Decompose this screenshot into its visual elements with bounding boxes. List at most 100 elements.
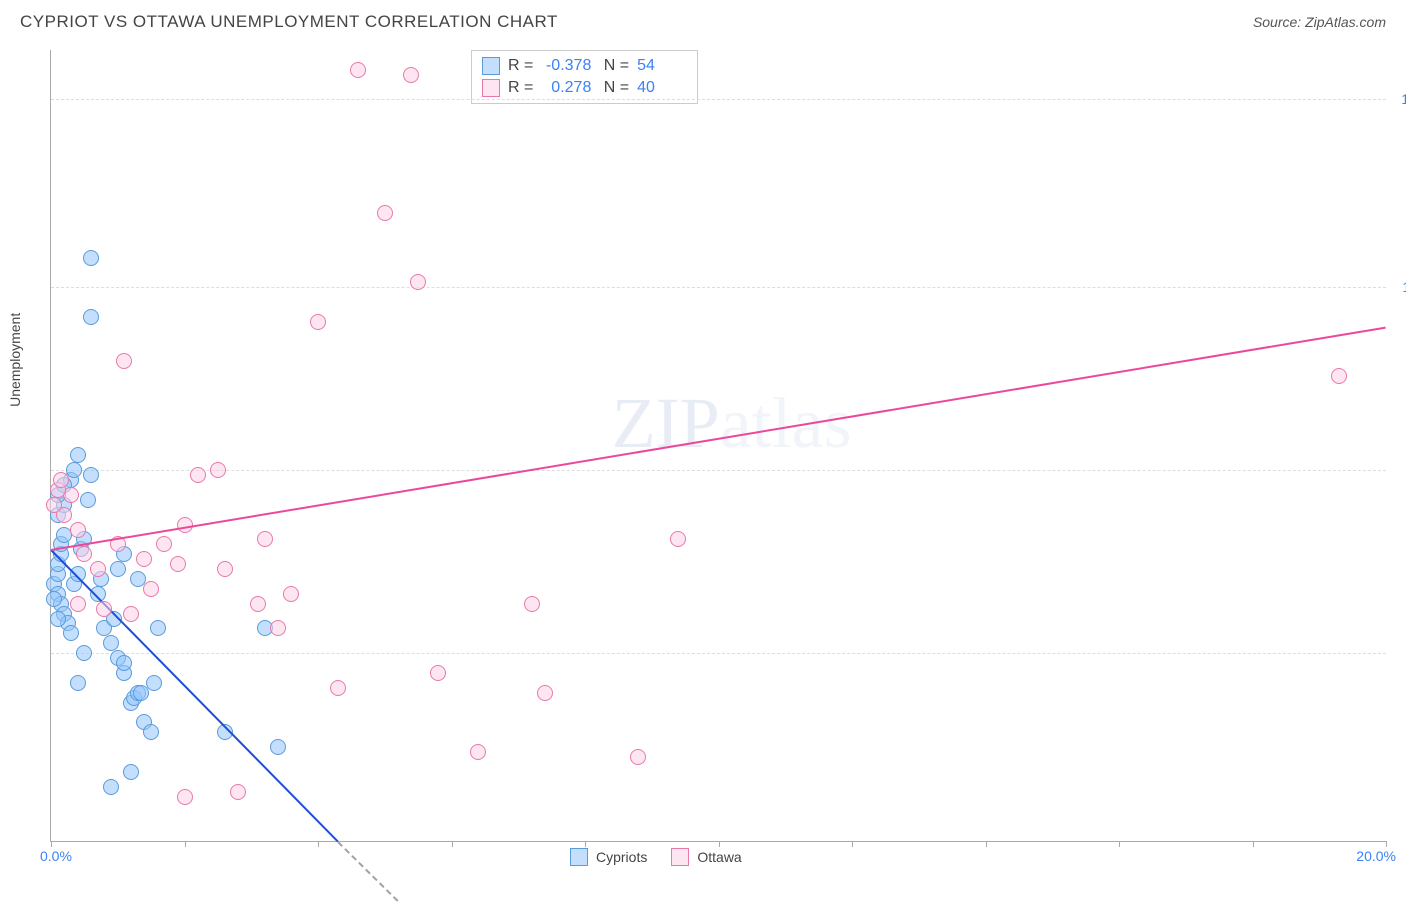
scatter-point bbox=[123, 764, 139, 780]
x-tick bbox=[318, 841, 319, 847]
legend-label: Cypriots bbox=[596, 849, 647, 865]
scatter-point bbox=[76, 645, 92, 661]
stats-box: R = -0.378 N = 54 R = 0.278 N = 40 bbox=[471, 50, 698, 104]
scatter-point bbox=[143, 724, 159, 740]
scatter-point bbox=[283, 586, 299, 602]
scatter-point bbox=[70, 566, 86, 582]
scatter-point bbox=[217, 561, 233, 577]
stats-row: R = 0.278 N = 40 bbox=[482, 77, 687, 99]
scatter-point bbox=[377, 205, 393, 221]
x-tick bbox=[452, 841, 453, 847]
scatter-point bbox=[670, 531, 686, 547]
scatter-point bbox=[103, 635, 119, 651]
x-tick bbox=[185, 841, 186, 847]
scatter-point bbox=[524, 596, 540, 612]
scatter-point bbox=[403, 67, 419, 83]
scatter-point bbox=[70, 675, 86, 691]
legend: Cypriots Ottawa bbox=[570, 848, 742, 866]
legend-item: Cypriots bbox=[570, 848, 647, 866]
scatter-point bbox=[63, 625, 79, 641]
scatter-point bbox=[630, 749, 646, 765]
x-tick bbox=[719, 841, 720, 847]
scatter-point bbox=[90, 561, 106, 577]
stats-n-value: 40 bbox=[637, 79, 687, 97]
trend-line bbox=[337, 841, 398, 902]
scatter-point bbox=[230, 784, 246, 800]
gridline bbox=[51, 653, 1386, 654]
scatter-point bbox=[1331, 368, 1347, 384]
x-tick bbox=[986, 841, 987, 847]
scatter-point bbox=[170, 556, 186, 572]
scatter-point bbox=[123, 606, 139, 622]
scatter-point bbox=[53, 472, 69, 488]
y-axis-label: Unemployment bbox=[7, 313, 23, 407]
scatter-point bbox=[83, 467, 99, 483]
scatter-point bbox=[46, 591, 62, 607]
gridline bbox=[51, 287, 1386, 288]
scatter-point bbox=[190, 467, 206, 483]
scatter-point bbox=[70, 522, 86, 538]
scatter-point bbox=[470, 744, 486, 760]
stats-r-value: -0.378 bbox=[541, 57, 591, 75]
scatter-point bbox=[80, 492, 96, 508]
scatter-point bbox=[116, 353, 132, 369]
legend-item: Ottawa bbox=[671, 848, 741, 866]
source-label: Source: ZipAtlas.com bbox=[1253, 14, 1386, 30]
scatter-point bbox=[330, 680, 346, 696]
legend-swatch bbox=[570, 848, 588, 866]
scatter-point bbox=[83, 309, 99, 325]
y-tick-label: 15.0% bbox=[1401, 91, 1406, 107]
scatter-point bbox=[96, 601, 112, 617]
scatter-point bbox=[350, 62, 366, 78]
scatter-point bbox=[250, 596, 266, 612]
x-tick bbox=[1253, 841, 1254, 847]
chart-container: Unemployment ZIPatlas R =-0.378 N =54R =… bbox=[50, 50, 1386, 842]
x-tick bbox=[1386, 841, 1387, 847]
scatter-point bbox=[270, 739, 286, 755]
scatter-point bbox=[46, 497, 62, 513]
watermark: ZIPatlas bbox=[612, 382, 852, 465]
scatter-point bbox=[116, 655, 132, 671]
x-tick bbox=[51, 841, 52, 847]
scatter-point bbox=[83, 250, 99, 266]
scatter-point bbox=[430, 665, 446, 681]
scatter-point bbox=[146, 675, 162, 691]
stats-row: R =-0.378 N =54 bbox=[482, 55, 687, 77]
legend-swatch bbox=[671, 848, 689, 866]
x-tick bbox=[585, 841, 586, 847]
scatter-point bbox=[70, 447, 86, 463]
trend-line bbox=[51, 327, 1386, 551]
scatter-point bbox=[76, 546, 92, 562]
gridline bbox=[51, 470, 1386, 471]
scatter-point bbox=[110, 561, 126, 577]
chart-title: CYPRIOT VS OTTAWA UNEMPLOYMENT CORRELATI… bbox=[20, 12, 558, 32]
scatter-point bbox=[310, 314, 326, 330]
scatter-point bbox=[210, 462, 226, 478]
series-swatch bbox=[482, 79, 500, 97]
scatter-point bbox=[270, 620, 286, 636]
stats-r-label: R = bbox=[508, 79, 533, 97]
series-swatch bbox=[482, 57, 500, 75]
scatter-point bbox=[66, 462, 82, 478]
scatter-point bbox=[70, 596, 86, 612]
scatter-point bbox=[103, 779, 119, 795]
scatter-point bbox=[410, 274, 426, 290]
legend-label: Ottawa bbox=[697, 849, 741, 865]
stats-r-label: R = bbox=[508, 57, 533, 75]
scatter-point bbox=[136, 551, 152, 567]
y-tick-label: 11.2% bbox=[1402, 279, 1406, 295]
scatter-point bbox=[177, 517, 193, 533]
plot-area: ZIPatlas R =-0.378 N =54R =0.278 N =40 3… bbox=[50, 50, 1386, 842]
x-tick bbox=[1119, 841, 1120, 847]
scatter-point bbox=[537, 685, 553, 701]
chart-header: CYPRIOT VS OTTAWA UNEMPLOYMENT CORRELATI… bbox=[0, 0, 1406, 40]
scatter-point bbox=[177, 789, 193, 805]
stats-r-value: 0.278 bbox=[541, 79, 591, 97]
scatter-point bbox=[150, 620, 166, 636]
scatter-point bbox=[50, 611, 66, 627]
scatter-point bbox=[143, 581, 159, 597]
scatter-point bbox=[257, 531, 273, 547]
stats-n-value: 54 bbox=[637, 57, 687, 75]
gridline bbox=[51, 99, 1386, 100]
stats-n-label: N = bbox=[599, 79, 629, 97]
